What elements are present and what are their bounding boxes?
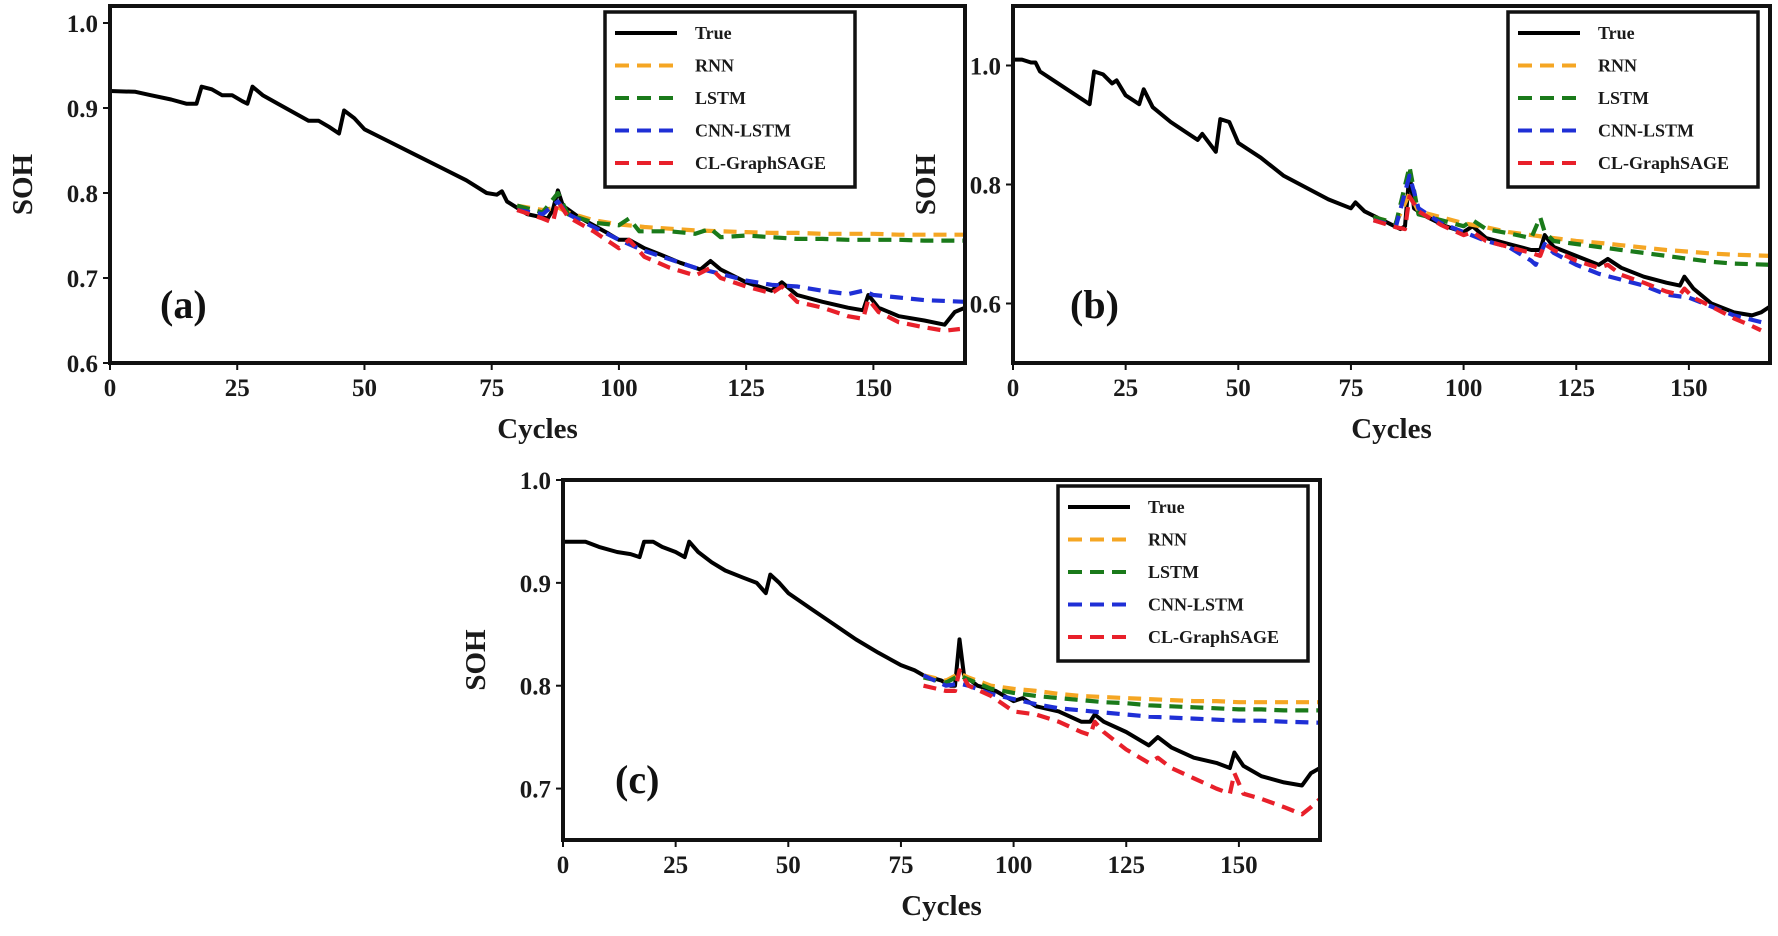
x-tick-label: 0 [1007, 375, 1020, 402]
y-tick-label: 0.7 [67, 266, 98, 293]
series-group [1013, 57, 1770, 333]
legend-entry-rnn: RNN [1598, 56, 1637, 76]
series-line-rnn [1372, 191, 1770, 258]
x-tick-label: 125 [1557, 375, 1595, 402]
y-tick-label: 1.0 [520, 468, 551, 495]
y-tick-label: 0.9 [67, 96, 98, 123]
plot-frame [1011, 4, 1772, 365]
x-tick-label: 75 [888, 852, 913, 879]
x-axis-label: Cycles [497, 413, 578, 445]
plot-frame [108, 4, 967, 365]
legend-entry-cnn-lstm: CNN-LSTM [695, 121, 791, 141]
x-tick-label: 150 [855, 375, 893, 402]
legend-entry-lstm: LSTM [1148, 562, 1199, 582]
panel-label: (b) [1070, 282, 1119, 327]
legend-entry-cnn-lstm: CNN-LSTM [1598, 121, 1694, 141]
y-tick-label: 1.0 [67, 11, 98, 38]
legend-entry-cl-graphsage: CL-GraphSAGE [1148, 627, 1279, 647]
series-line-true [563, 539, 1320, 788]
x-tick-label: 50 [1226, 375, 1251, 402]
x-tick-label: 100 [995, 852, 1033, 879]
series-line-cl-graphsage [516, 199, 961, 333]
x-tick-label: 125 [727, 375, 765, 402]
legend-entry-rnn: RNN [1148, 530, 1187, 550]
legend: True RNN LSTM CNN-LSTM CL-GraphSAGE [603, 10, 857, 189]
series-line-lstm [1372, 164, 1770, 267]
y-axis-label: SOH [910, 153, 942, 215]
x-tick-label: 0 [557, 852, 570, 879]
legend-entry-lstm: LSTM [695, 88, 746, 108]
panel-label: (c) [615, 757, 659, 802]
x-tick-label: 50 [352, 375, 377, 402]
plot-frame [561, 478, 1322, 842]
series-group [110, 84, 965, 333]
series-line-cnn-lstm [1372, 173, 1770, 327]
y-axis-label: SOH [7, 153, 39, 215]
legend-entry-cnn-lstm: CNN-LSTM [1148, 595, 1244, 615]
series-line-lstm [516, 190, 965, 243]
y-tick-label: 0.8 [67, 181, 98, 208]
x-tick-label: 50 [776, 852, 801, 879]
series-line-cl-graphsage [1372, 194, 1762, 333]
series-line-lstm [923, 673, 1320, 713]
y-tick-label: 0.8 [520, 674, 551, 701]
series-line-true [1013, 57, 1770, 318]
legend-entry-cl-graphsage: CL-GraphSAGE [1598, 153, 1729, 173]
y-tick-label: 1.0 [970, 54, 1001, 81]
x-tick-label: 100 [1445, 375, 1483, 402]
x-tick-label: 0 [104, 375, 117, 402]
legend-entry-true: True [1148, 497, 1185, 517]
series-line-cnn-lstm [516, 199, 965, 304]
legend-entry-true: True [695, 23, 732, 43]
legend-entry-rnn: RNN [695, 56, 734, 76]
panel-label: (a) [160, 282, 207, 327]
x-tick-label: 25 [225, 375, 250, 402]
legend-entry-lstm: LSTM [1598, 88, 1649, 108]
x-axis-label: Cycles [1351, 413, 1432, 445]
chart-panel-a: 0 25 50 75 100 125 150 0.6 0.7 0.8 0.9 1.0 Cycles SOH… [7, 4, 967, 445]
y-axis-label: SOH [460, 629, 492, 691]
y-tick-label: 0.7 [520, 777, 551, 804]
x-tick-label: 150 [1220, 852, 1258, 879]
x-tick-label: 100 [600, 375, 638, 402]
legend: True RNN LSTM CNN-LSTM CL-GraphSAGE [1506, 10, 1760, 189]
legend-entry-cl-graphsage: CL-GraphSAGE [695, 153, 826, 173]
series-line-true [110, 84, 965, 327]
x-axis-label: Cycles [901, 890, 982, 922]
x-tick-label: 25 [1113, 375, 1138, 402]
y-tick-label: 0.6 [970, 292, 1001, 319]
x-tick-label: 75 [1338, 375, 1363, 402]
y-tick-label: 0.6 [67, 351, 98, 378]
series-line-cl-graphsage [923, 668, 1320, 817]
legend-box [1506, 10, 1760, 189]
x-tick-label: 75 [479, 375, 504, 402]
x-tick-label: 25 [663, 852, 688, 879]
legend: True RNN LSTM CNN-LSTM CL-GraphSAGE [1056, 484, 1310, 663]
x-tick-label: 125 [1107, 852, 1145, 879]
y-tick-label: 0.9 [520, 571, 551, 598]
chart-panel-b: 0 25 50 75 100 125 150 0.6 0.8 1.0 Cycles SOH (b) Tru… [910, 4, 1772, 445]
y-tick-label: 0.8 [970, 173, 1001, 200]
x-tick-label: 150 [1670, 375, 1708, 402]
legend-entry-true: True [1598, 23, 1635, 43]
series-group [563, 539, 1320, 817]
chart-panel-c: 0 25 50 75 100 125 150 0.7 0.8 0.9 1.0 Cycles SOH (c)… [460, 468, 1322, 922]
